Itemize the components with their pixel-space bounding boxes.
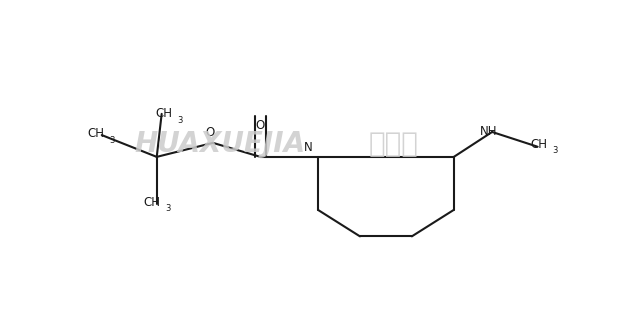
Text: HUAXUEJIA: HUAXUEJIA <box>135 131 306 158</box>
Text: CH: CH <box>156 108 173 120</box>
Text: CH: CH <box>143 196 160 209</box>
Text: O: O <box>256 119 265 132</box>
Text: CH: CH <box>530 138 547 151</box>
Text: NH: NH <box>480 125 498 139</box>
Text: N: N <box>304 141 313 154</box>
Text: 3: 3 <box>552 147 557 156</box>
Text: CH: CH <box>87 127 104 140</box>
Text: 3: 3 <box>178 116 183 125</box>
Text: 化学加: 化学加 <box>368 131 418 158</box>
Text: O: O <box>205 126 215 139</box>
Text: 3: 3 <box>109 136 115 145</box>
Text: 3: 3 <box>165 204 170 213</box>
